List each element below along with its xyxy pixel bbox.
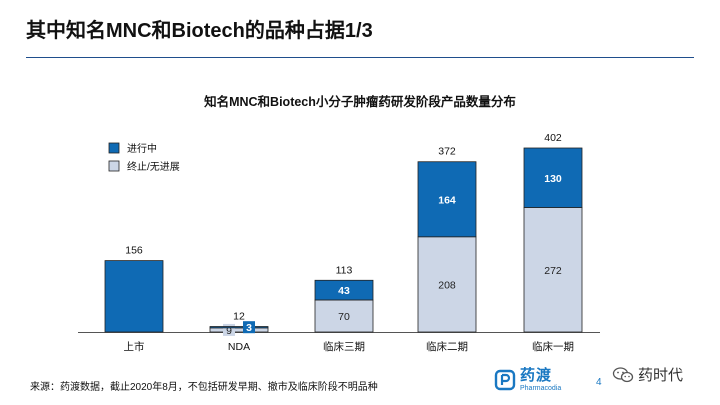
segment-value-label: 70 [338, 311, 350, 323]
bar-total-label: 156 [125, 245, 143, 257]
bar-segment [417, 161, 477, 238]
chart-title: 知名MNC和Biotech小分子肿瘤药研发阶段产品数量分布 [203, 94, 516, 109]
bar-total-label: 372 [438, 146, 456, 158]
page-number: 4 [596, 377, 602, 388]
category-tick-label: NDA [228, 341, 250, 353]
slide-title: 其中知名MNC和Biotech的品种占据1/3 [26, 20, 373, 42]
wechat-watermark: 药时代 [612, 364, 683, 385]
category-tick-label: 临床三期 [323, 340, 365, 353]
legend-label: 终止/无进展 [127, 160, 180, 173]
legend-label: 进行中 [127, 142, 157, 155]
source-footnote: 来源：药渡数据，截止2020年8月，不包括研发早期、撤市及临床阶段不明品种 [30, 382, 378, 393]
brand-logo: 药渡 Pharmacodia [494, 368, 561, 392]
bar-segment [314, 279, 374, 301]
category-tick-label: 上市 [124, 340, 145, 353]
segment-label-box [243, 321, 255, 334]
bar-total-label: 113 [336, 264, 353, 276]
bar-segment [314, 299, 374, 333]
legend-swatch [108, 160, 120, 172]
bar-total-label: 12 [233, 311, 245, 323]
segment-value-label: 3 [246, 322, 252, 334]
bar-segment [209, 326, 269, 329]
bar-segment [104, 260, 164, 333]
bar-segment [523, 207, 583, 333]
title-divider [26, 57, 694, 58]
bar-segment [523, 147, 583, 208]
segment-value-label: 272 [544, 265, 562, 277]
brand-subtitle: Pharmacodia [520, 385, 562, 392]
legend-swatch [108, 142, 120, 154]
brand-name: 药渡 [520, 367, 553, 384]
bar-total-label: 402 [544, 132, 562, 144]
pharmacodia-logo-icon [494, 369, 516, 391]
wechat-icon [612, 366, 634, 382]
segment-value-label: 130 [544, 173, 562, 185]
category-tick-label: 临床二期 [426, 340, 468, 353]
bar-segment [417, 236, 477, 333]
segment-value-label: 164 [438, 194, 456, 206]
segment-value-label: 43 [338, 285, 350, 297]
category-tick-label: 临床一期 [532, 340, 574, 353]
bar-segment [209, 327, 269, 333]
watermark-text: 药时代 [638, 367, 684, 384]
segment-value-label: 9 [226, 325, 232, 337]
segment-value-label: 208 [438, 279, 456, 291]
